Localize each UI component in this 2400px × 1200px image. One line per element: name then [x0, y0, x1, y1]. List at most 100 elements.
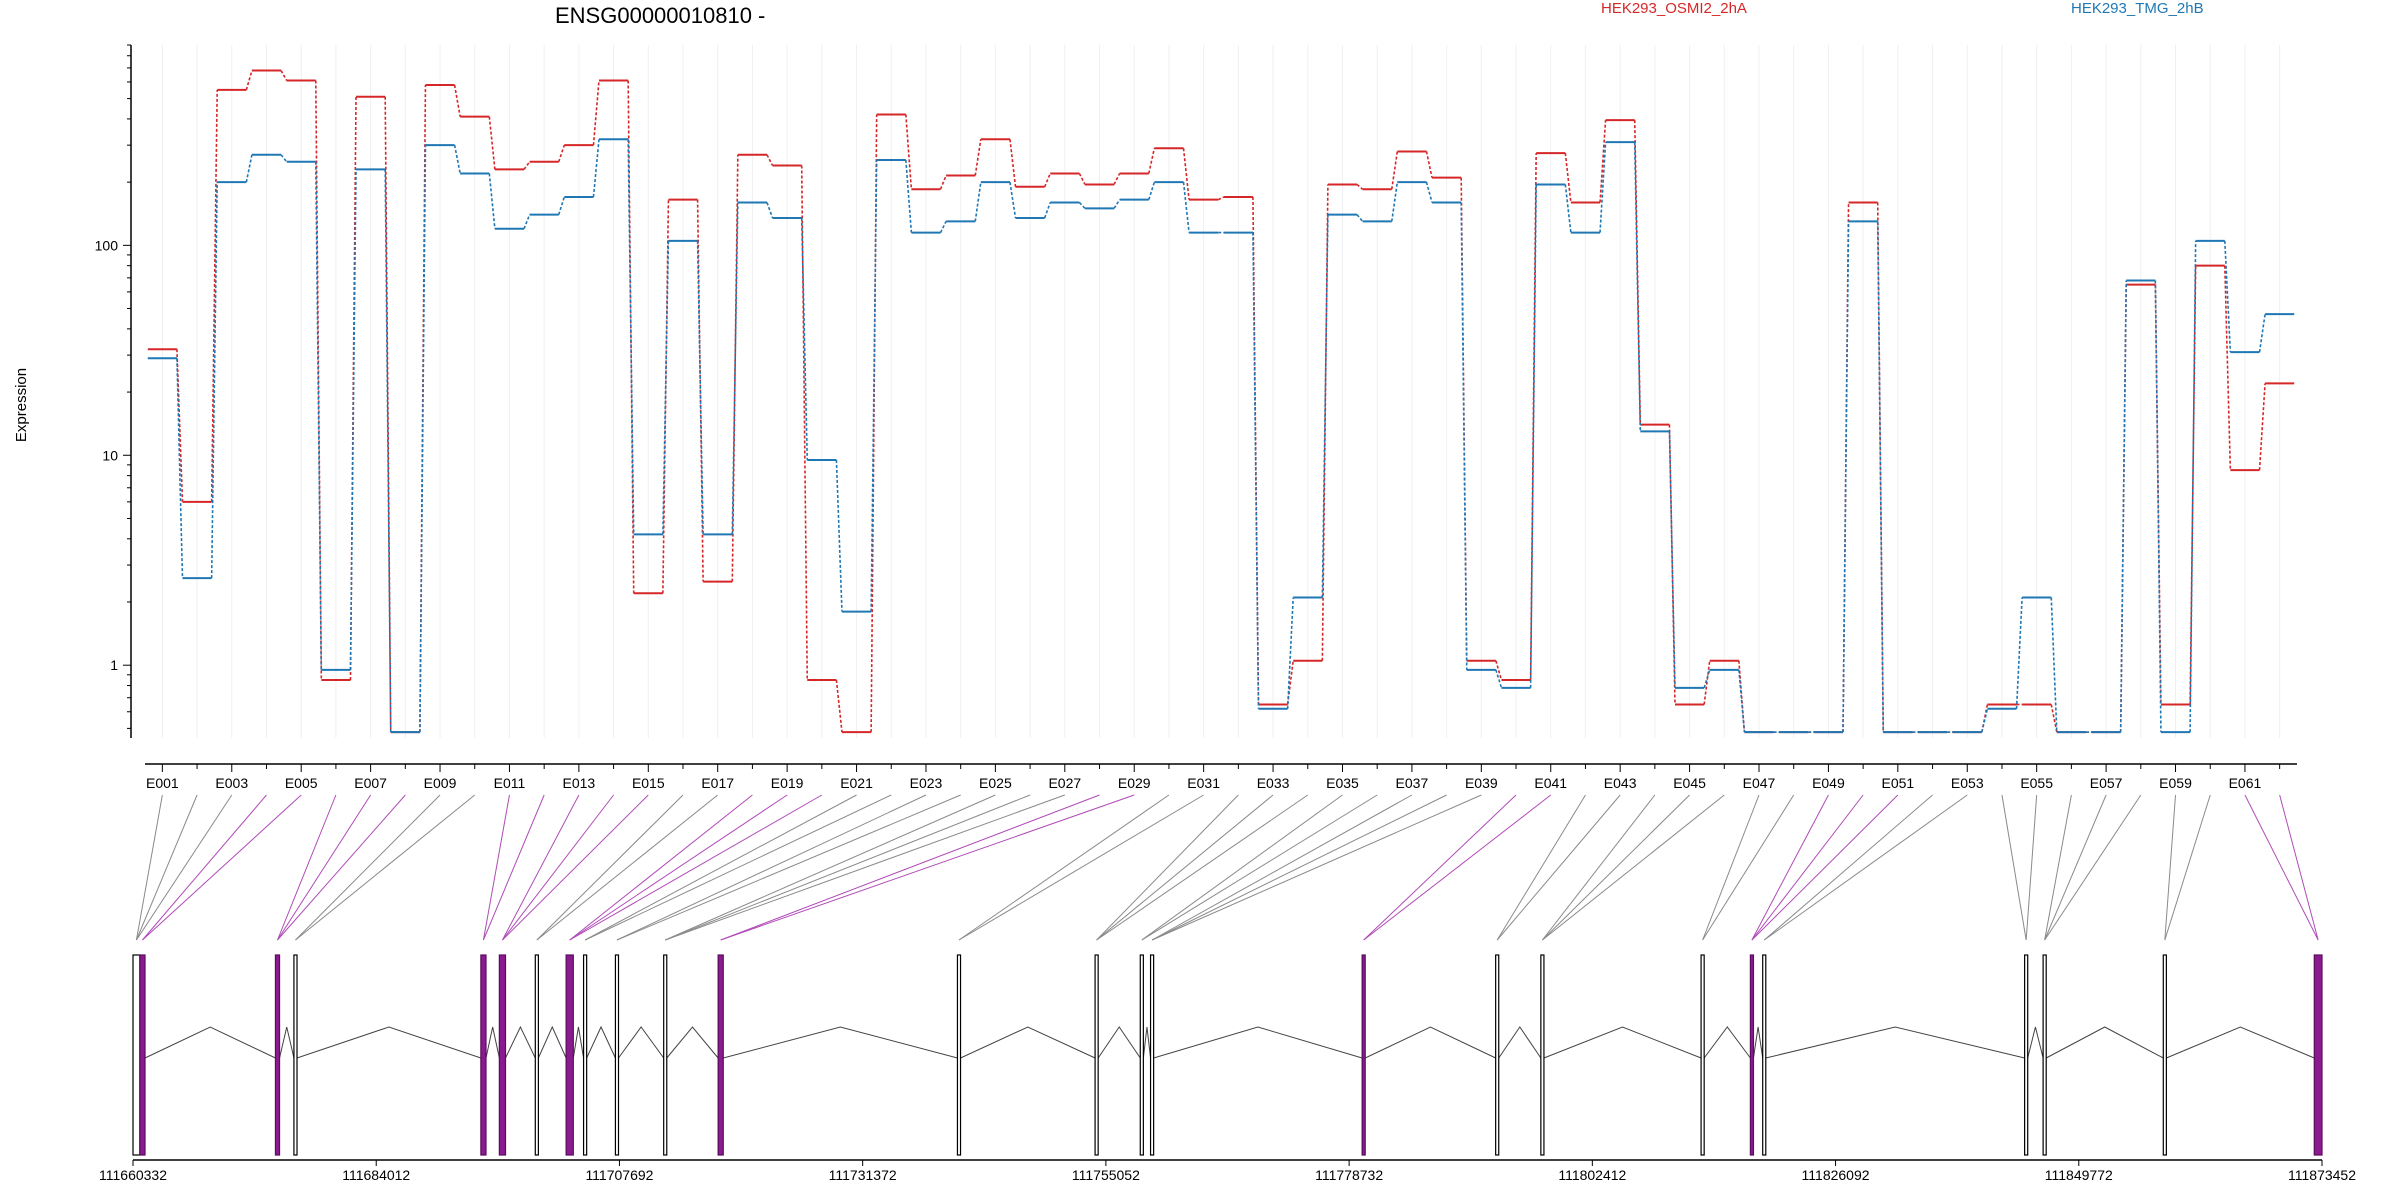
x-tick-label: E033 [1257, 775, 1290, 791]
transition-E031 [1217, 196, 1225, 201]
transition-E039 [1495, 660, 1503, 681]
transition-E046 [1738, 669, 1746, 733]
transition-E035 [1356, 214, 1364, 222]
transition-E029 [1148, 181, 1156, 200]
connector-E033 [1096, 794, 1274, 941]
transition-E023 [939, 221, 947, 233]
connector-E036 [1141, 794, 1378, 941]
connector-E012 [482, 794, 545, 941]
transition-E030 [1182, 182, 1190, 233]
connector-E047 [1702, 794, 1760, 941]
transition-E036 [1390, 151, 1399, 190]
transition-E004 [280, 154, 288, 163]
connector-E002 [135, 794, 198, 941]
connector-E040 [1363, 794, 1517, 941]
x-tick-label: E013 [563, 775, 596, 791]
intron-line [960, 1026, 1096, 1059]
connector-E010 [295, 794, 476, 941]
x-tick-label: E015 [632, 775, 665, 791]
x-tick-label: E045 [1673, 775, 1706, 791]
transition-E017 [731, 202, 739, 535]
x-tick-label: E025 [979, 775, 1012, 791]
transition-E021 [870, 114, 878, 733]
y-axis-label: Expression [13, 368, 30, 442]
exon-block [1094, 954, 1099, 1156]
transition-E017 [731, 154, 739, 582]
connector-E006 [277, 794, 337, 941]
intron-line [2027, 1026, 2044, 1059]
x-tick-label: E001 [146, 775, 179, 791]
series-osmi [147, 69, 2295, 734]
transition-E044 [1668, 431, 1676, 688]
intron-line [618, 1026, 665, 1059]
intron-line [1703, 1026, 1751, 1059]
x-tick-label: E043 [1604, 775, 1637, 791]
connector-E058 [2044, 794, 2142, 941]
connector-E044 [1541, 794, 1656, 941]
transition-E005 [314, 80, 323, 681]
transition-E023 [939, 175, 947, 190]
transition-E045 [1703, 669, 1711, 689]
transition-E038 [1460, 202, 1468, 670]
transition-E037 [1425, 181, 1433, 203]
transition-E035 [1356, 183, 1364, 190]
intron-line [1543, 1026, 1702, 1059]
transition-E024 [974, 182, 982, 222]
transition-E018 [766, 154, 774, 166]
intron-line [572, 1026, 585, 1059]
x-tick-label: E023 [910, 775, 943, 791]
connector-E050 [1751, 794, 1864, 941]
connector-E015 [502, 794, 649, 941]
connector-E027 [665, 794, 1065, 941]
transition-E059 [2189, 265, 2197, 705]
series-tmg [147, 138, 2295, 734]
connector-E025 [665, 794, 996, 941]
exon-block [498, 954, 507, 1156]
coord-label: 111731372 [829, 1167, 897, 1183]
intron-line [2166, 1026, 2315, 1059]
exon-connector-lines [135, 794, 2319, 941]
transition-E016 [696, 240, 704, 535]
connector-E029 [720, 794, 1135, 941]
transition-E026 [1043, 173, 1051, 188]
connector-E018 [569, 794, 753, 941]
connector-E032 [1096, 794, 1239, 941]
connector-E055 [2025, 794, 2038, 941]
intron-line [723, 1026, 958, 1059]
transition-E018 [766, 202, 774, 219]
exon-block [565, 954, 574, 1156]
connector-E039 [1151, 794, 1482, 941]
transition-E024 [974, 139, 982, 176]
x-tick-label: E041 [1534, 775, 1567, 791]
transition-E004 [280, 70, 288, 81]
intron-line [485, 1026, 500, 1059]
transition-E060 [2224, 265, 2232, 471]
x-tick-label: E061 [2229, 775, 2262, 791]
transition-E059 [2189, 240, 2197, 733]
exon-block [293, 954, 298, 1156]
connector-E030 [958, 794, 1170, 941]
x-tick-label: E035 [1326, 775, 1359, 791]
connector-E017 [536, 794, 719, 941]
transition-E013 [592, 139, 600, 198]
transition-E029 [1148, 148, 1156, 174]
x-tick-label: E053 [1951, 775, 1984, 791]
y-tick-label: 100 [95, 237, 119, 253]
transition-E020 [835, 459, 843, 612]
connector-E020 [569, 794, 823, 941]
transition-E034 [1321, 214, 1329, 598]
connector-E004 [142, 794, 267, 941]
transition-E016 [696, 199, 704, 582]
transition-E043 [1633, 142, 1642, 432]
connector-E038 [1151, 794, 1447, 941]
exon-block [1139, 954, 1144, 1156]
connector-E011 [482, 794, 510, 941]
intron-line [1153, 1026, 1363, 1059]
transition-E014 [627, 139, 635, 535]
x-tick-label: E037 [1396, 775, 1429, 791]
transition-E061 [2258, 383, 2266, 471]
connector-E008 [277, 794, 406, 941]
intron-line [1765, 1026, 2025, 1059]
x-tick-label: E027 [1048, 775, 1081, 791]
exon-block [2313, 954, 2323, 1156]
